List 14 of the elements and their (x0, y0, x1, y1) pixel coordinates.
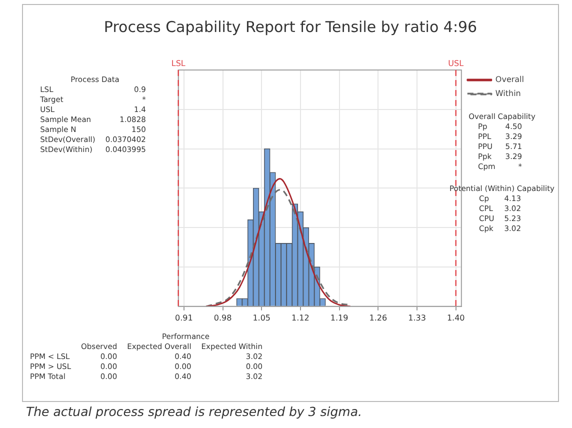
legend-label: Within (495, 89, 521, 98)
x-tick-label: 1.40 (446, 313, 465, 322)
x-tick-label: 0.98 (214, 313, 232, 322)
x-tick-label: 1.19 (330, 313, 348, 322)
x-tick-label: 1.05 (252, 313, 271, 322)
x-tick-label: 0.91 (175, 313, 193, 322)
x-tick-label: 1.33 (408, 313, 426, 322)
x-tick-label: 1.12 (292, 313, 310, 322)
text: The actual process spread is represented by 3 sigma. (26, 404, 362, 419)
ref-line-label: USL (448, 59, 464, 68)
x-tick-label: 1.26 (369, 313, 388, 322)
legend-label: Overall (495, 75, 524, 84)
chart-title: Process Capability Report for Tensile by ratio 4:96 (102, 18, 478, 36)
ref-line-label: LSL (171, 59, 186, 68)
